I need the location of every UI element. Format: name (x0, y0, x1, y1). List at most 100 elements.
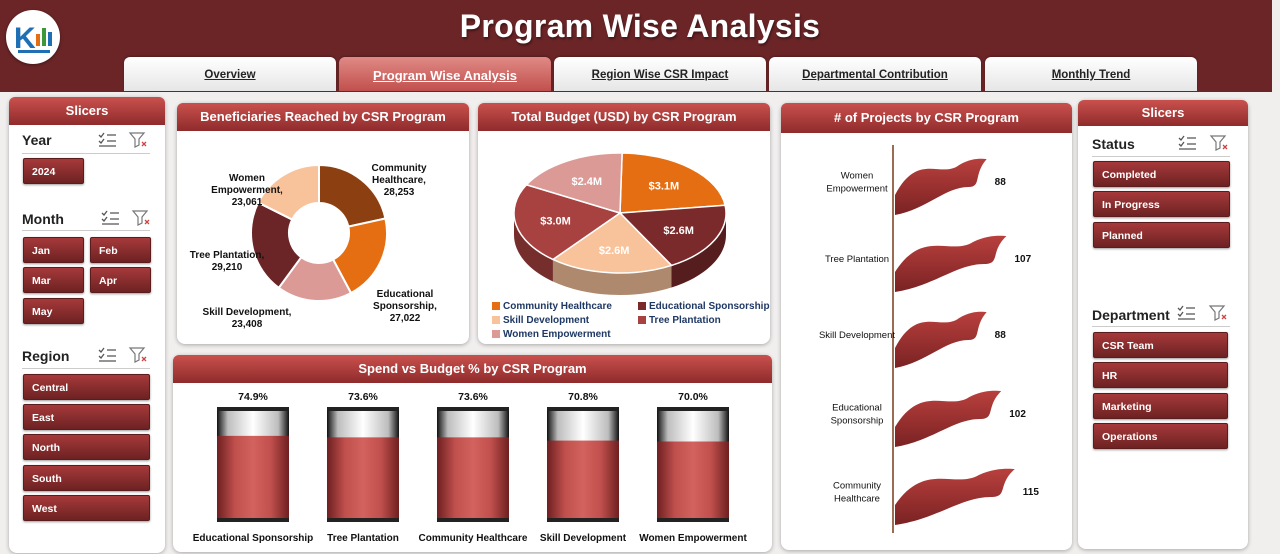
beneficiaries-chart-title: Beneficiaries Reached by CSR Program (177, 103, 469, 131)
divider (22, 230, 150, 231)
gauge-category-label: Educational Sponsorship (193, 533, 314, 544)
gauge-cap (657, 407, 729, 411)
projects-data-label: 115 (1023, 487, 1040, 498)
multi-select-icon[interactable] (1176, 304, 1196, 322)
donut-data-label: Women Empowerment, 23,061 (211, 173, 283, 208)
tab-region-wise-csr-impact[interactable]: Region Wise CSR Impact (554, 57, 766, 91)
pie-slice-community-healthcare (619, 152, 727, 214)
legend-item-community-healthcare: Community Healthcare (492, 301, 612, 312)
pie-side-skill-development (552, 259, 672, 295)
gauge-category-label: Skill Development (540, 533, 627, 544)
legend-item-skill-development: Skill Development (492, 315, 589, 326)
budget-chart-panel: Total Budget (USD) by CSR Program $3.1M $… (478, 103, 770, 344)
divider (22, 153, 150, 154)
donut-data-label: Skill Development, 23,408 (203, 307, 292, 330)
multi-select-icon[interactable] (97, 131, 117, 149)
multi-select-icon[interactable] (97, 346, 117, 364)
slicer-item-month-mar[interactable]: Mar (23, 267, 84, 293)
clear-filter-icon[interactable] (128, 131, 148, 149)
clear-filter-icon[interactable] (1209, 134, 1229, 152)
slicer-item-dept-hr[interactable]: HR (1093, 362, 1228, 388)
beneficiaries-donut-chart: Community Healthcare, 28,253 Educational Spo… (190, 163, 437, 330)
slicer-item-dept-marketing[interactable]: Marketing (1093, 393, 1228, 419)
gauge-base (217, 518, 289, 522)
slicer-item-month-jan[interactable]: Jan (23, 237, 84, 263)
legend-item-educational-sponsorship: Educational Sponsorship (638, 301, 770, 312)
projects-data-label: 88 (995, 330, 1007, 341)
multi-select-icon[interactable] (1177, 134, 1197, 152)
legend-swatch (492, 316, 500, 325)
gauge-data-label: 70.0% (678, 391, 708, 403)
donut-data-label: Tree Plantation, 29,210 (190, 250, 265, 273)
projects-category-label: Educational Sponsorship (831, 403, 884, 427)
projects-chart-panel: # of Projects by CSR Program 88 Women Empo… (781, 103, 1072, 550)
projects-category-label: Women Empowerment (826, 171, 888, 195)
gauge-base (547, 518, 619, 522)
slicer-item-region-central[interactable]: Central (23, 374, 150, 400)
slicer-item-status-completed[interactable]: Completed (1093, 161, 1230, 187)
projects-bar-skill-development (895, 311, 987, 368)
projects-data-label: 107 (1014, 254, 1031, 265)
left-slicers-title: Slicers (9, 97, 165, 125)
month-slicer-label: Month (22, 211, 64, 227)
slicer-item-status-in-progress[interactable]: In Progress (1093, 191, 1230, 217)
company-logo: K (6, 10, 60, 64)
legend-swatch (638, 302, 646, 311)
slicer-item-region-south[interactable]: South (23, 465, 150, 491)
slicer-item-region-west[interactable]: West (23, 495, 150, 521)
legend-label: Women Empowerment (503, 329, 611, 340)
donut-slice-women-empowerment (256, 163, 320, 221)
legend-item-tree-plantation: Tree Plantation (638, 315, 721, 326)
clear-filter-icon[interactable] (131, 209, 151, 227)
legend-swatch (638, 316, 646, 325)
slicer-item-region-east[interactable]: East (23, 404, 150, 430)
pie-slice-women-empowerment (525, 152, 623, 214)
tab-departmental-contribution[interactable]: Departmental Contribution (769, 57, 981, 91)
beneficiaries-chart-panel: Beneficiaries Reached by CSR Program Com… (177, 103, 469, 344)
pie-data-label: $3.1M (649, 180, 680, 192)
gauge-data-label: 73.6% (348, 391, 378, 403)
slicer-item-dept-csr-team[interactable]: CSR Team (1093, 332, 1228, 358)
budget-pie-chart: $3.1M $2.6M $2.6M $3.0M $2.4M (513, 152, 727, 295)
slicer-item-year-2024[interactable]: 2024 (23, 158, 84, 184)
slicer-item-dept-operations[interactable]: Operations (1093, 423, 1228, 449)
gauge-fill-community-healthcare (437, 437, 509, 522)
projects-data-label: 88 (995, 177, 1007, 188)
gauge-fill-tree-plantation (327, 437, 399, 522)
gauge-category-label: Tree Plantation (327, 533, 399, 544)
slicer-item-month-apr[interactable]: Apr (90, 267, 151, 293)
divider (22, 368, 150, 369)
clear-filter-icon[interactable] (128, 346, 148, 364)
gauge-fill-skill-development (547, 440, 619, 522)
slicer-item-status-planned[interactable]: Planned (1093, 222, 1230, 248)
tab-program-wise-analysis[interactable]: Program Wise Analysis (339, 57, 551, 91)
spend-vs-budget-panel: Spend vs Budget % by CSR Program 74.9% Ed… (173, 355, 772, 552)
projects-data-label: 102 (1009, 409, 1026, 420)
gauge-cap (547, 407, 619, 411)
tab-monthly-trend[interactable]: Monthly Trend (985, 57, 1197, 91)
multi-select-icon[interactable] (100, 209, 120, 227)
year-slicer-label: Year (22, 132, 52, 148)
gauge-cap (437, 407, 509, 411)
projects-bar-educational-sponsorship (895, 390, 1002, 447)
projects-category-label: Skill Development (819, 330, 895, 341)
svg-text:K: K (14, 22, 36, 55)
donut-data-label: Educational Sponsorship, 27,022 (373, 289, 437, 324)
divider (1092, 326, 1230, 327)
legend-label: Community Healthcare (503, 301, 612, 312)
slicer-item-month-may[interactable]: May (23, 298, 84, 324)
clear-filter-icon[interactable] (1208, 304, 1228, 322)
slicer-item-month-feb[interactable]: Feb (90, 237, 151, 263)
projects-bar-community-healthcare (895, 468, 1015, 525)
left-slicers-panel: Slicers Year 2024 Month Jan Feb Mar Apr … (9, 97, 165, 553)
region-slicer-label: Region (22, 348, 70, 364)
projects-category-label: Tree Plantation (825, 254, 889, 265)
pie-data-label: $2.6M (663, 225, 694, 237)
projects-flag-chart: 88 Women Empowerment 107 Tree Plantation 88 Sk… (819, 145, 1040, 533)
tab-overview[interactable]: Overview (124, 57, 336, 91)
spend-vs-budget-title: Spend vs Budget % by CSR Program (173, 355, 772, 383)
legend-swatch (492, 330, 500, 339)
slicer-item-region-north[interactable]: North (23, 434, 150, 460)
legend-item-women-empowerment: Women Empowerment (492, 329, 611, 340)
legend-label: Educational Sponsorship (649, 301, 770, 312)
